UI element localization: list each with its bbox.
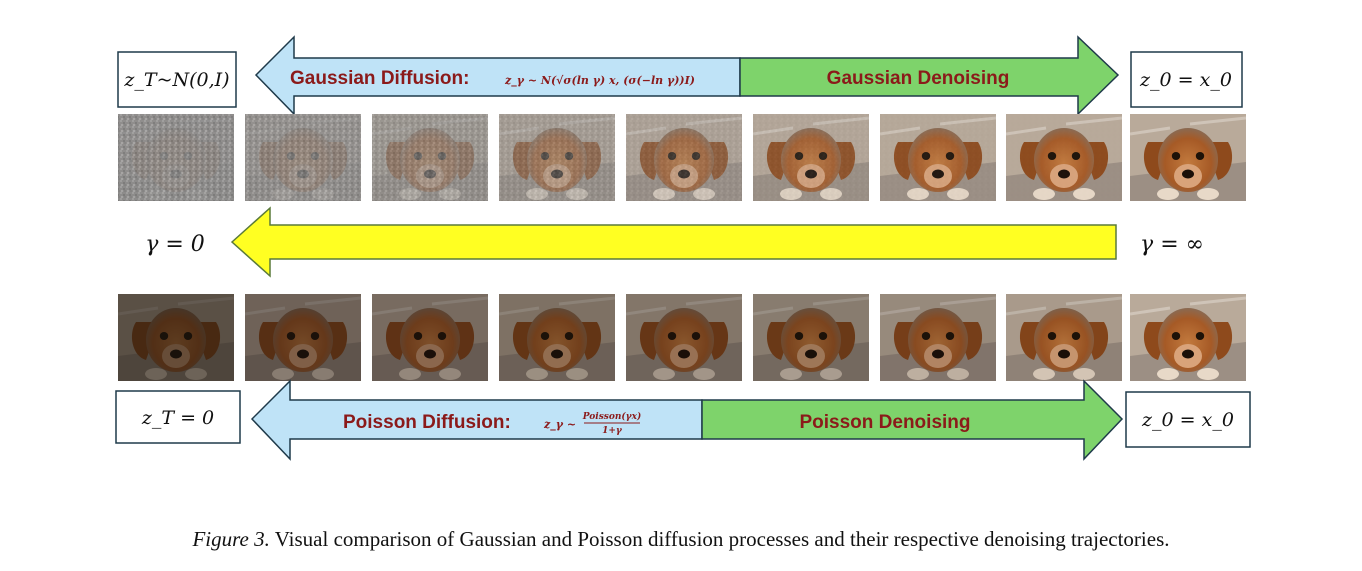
poisson-frame-4 bbox=[499, 294, 615, 381]
poisson-start-label: z_T = 0 bbox=[141, 407, 214, 429]
gaussian-double-arrow: Gaussian Diffusion: z_γ ~ N(√σ(ln γ) x, … bbox=[254, 35, 1120, 116]
gaussian-frame-3 bbox=[372, 114, 488, 201]
poisson-frame-2 bbox=[245, 294, 361, 381]
gamma-zero-label: γ = 0 bbox=[145, 232, 205, 257]
gaussian-frame-8 bbox=[1006, 114, 1122, 201]
gaussian-denoising-arrow bbox=[739, 35, 1120, 116]
gaussian-frame-4 bbox=[499, 114, 615, 201]
gaussian-frame-9 bbox=[1130, 114, 1246, 201]
figure-caption: Figure 3. Visual comparison of Gaussian … bbox=[0, 527, 1362, 552]
poisson-formula-lhs: z_γ ~ bbox=[543, 418, 576, 432]
poisson-frame-3 bbox=[372, 294, 488, 381]
gaussian-denoising-label: Gaussian Denoising bbox=[827, 68, 1010, 89]
gaussian-frame-6 bbox=[753, 114, 869, 201]
gaussian-diffusion-label: Gaussian Diffusion: bbox=[290, 68, 469, 89]
gaussian-frame-7 bbox=[880, 114, 996, 201]
caption-text: Visual comparison of Gaussian and Poisso… bbox=[274, 527, 1170, 551]
poisson-formula-denominator: 1+γ bbox=[602, 426, 623, 436]
poisson-frame-9 bbox=[1130, 294, 1246, 381]
poisson-frame-1 bbox=[118, 294, 234, 381]
poisson-frame-6 bbox=[753, 294, 869, 381]
gaussian-end-box: z_0 = x_0 bbox=[1130, 51, 1243, 108]
poisson-frame-5 bbox=[626, 294, 742, 381]
gaussian-frame-5 bbox=[626, 114, 742, 201]
poisson-frame-8 bbox=[1006, 294, 1122, 381]
gaussian-frame-2 bbox=[245, 114, 361, 201]
gaussian-diffusion-formula: z_γ ~ N(√σ(ln γ) x, (σ(−ln γ))I) bbox=[504, 74, 695, 88]
gaussian-start-label: z_T~N(0,I) bbox=[123, 69, 229, 91]
gamma-infinity-label: γ = ∞ bbox=[1140, 232, 1204, 257]
poisson-frames-row bbox=[118, 294, 1246, 381]
poisson-end-box: z_0 = x_0 bbox=[1125, 391, 1251, 448]
poisson-start-box: z_T = 0 bbox=[115, 390, 241, 444]
poisson-double-arrow: Poisson Diffusion: z_γ ~ Poisson(γx) 1+γ… bbox=[250, 379, 1124, 461]
gaussian-end-label: z_0 = x_0 bbox=[1139, 69, 1232, 91]
poisson-formula-numerator: Poisson(γx) bbox=[582, 411, 641, 422]
poisson-denoising-arrow bbox=[701, 379, 1124, 461]
poisson-frame-7 bbox=[880, 294, 996, 381]
gaussian-start-box: z_T~N(0,I) bbox=[117, 51, 237, 108]
poisson-end-label: z_0 = x_0 bbox=[1141, 409, 1234, 431]
poisson-denoising-label: Poisson Denoising bbox=[799, 412, 970, 433]
gaussian-frame-1 bbox=[118, 114, 234, 201]
diffusion-diagram: z_T~N(0,I) Gaussian Diffusion: z_γ ~ N(√… bbox=[115, 35, 1251, 461]
gamma-axis-arrow bbox=[230, 206, 1117, 278]
gaussian-frames-row bbox=[118, 114, 1246, 201]
figure-number: Figure 3. bbox=[192, 527, 270, 551]
poisson-diffusion-label: Poisson Diffusion: bbox=[343, 412, 511, 433]
